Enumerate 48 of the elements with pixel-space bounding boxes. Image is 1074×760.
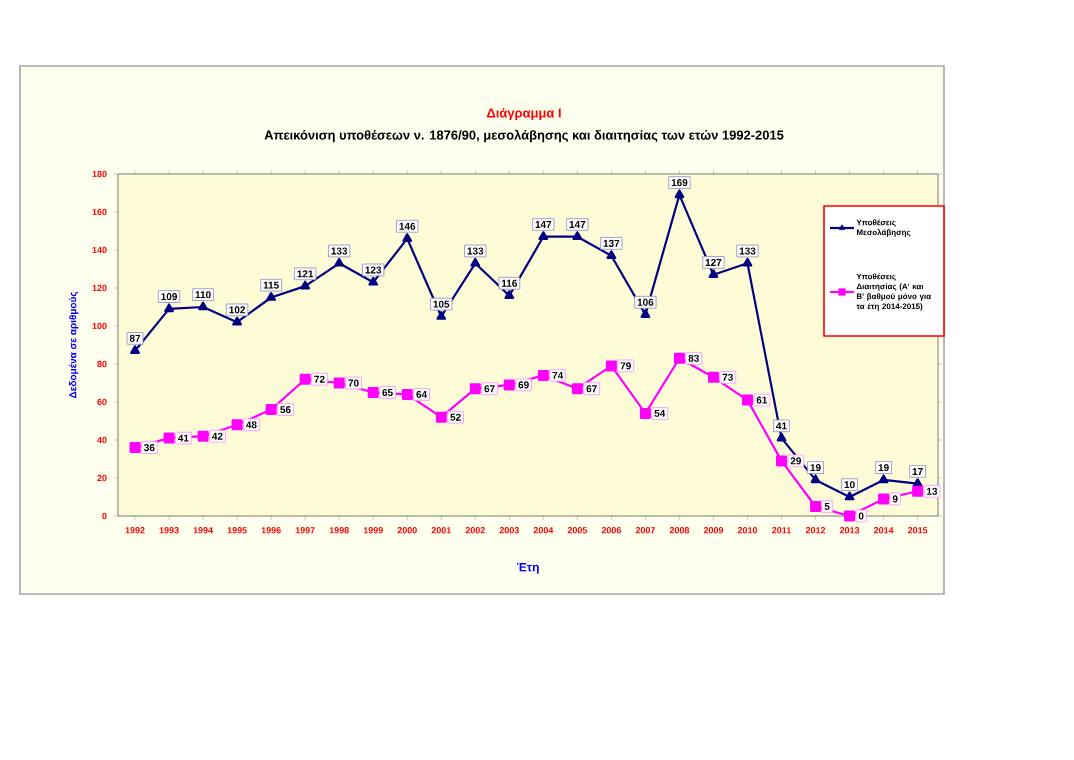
point <box>707 371 719 383</box>
point <box>300 280 311 290</box>
point <box>401 388 413 400</box>
point <box>265 404 277 416</box>
point <box>299 373 311 385</box>
point <box>232 316 242 326</box>
point <box>640 309 651 318</box>
point <box>742 394 753 406</box>
point <box>844 491 855 501</box>
point <box>708 269 719 278</box>
point <box>436 311 447 320</box>
point <box>469 383 481 395</box>
point <box>912 478 923 487</box>
point <box>571 383 583 395</box>
point <box>503 379 515 391</box>
point <box>674 189 685 199</box>
point <box>776 432 787 442</box>
point <box>606 250 617 259</box>
point <box>198 301 208 311</box>
point <box>334 257 345 267</box>
point <box>197 430 209 442</box>
point <box>639 407 651 419</box>
point <box>537 369 549 381</box>
point <box>878 493 890 505</box>
point <box>129 442 141 454</box>
point <box>538 231 549 240</box>
point <box>470 257 481 267</box>
point <box>130 345 140 354</box>
point <box>810 474 821 484</box>
point <box>844 510 856 522</box>
point <box>402 233 413 242</box>
point <box>878 474 889 484</box>
point <box>367 387 379 398</box>
point <box>231 419 243 431</box>
point <box>912 485 924 497</box>
point <box>810 501 822 512</box>
point <box>673 352 685 364</box>
point <box>776 455 787 467</box>
point <box>266 292 277 301</box>
point <box>504 290 515 299</box>
point <box>742 257 753 267</box>
point <box>163 432 175 444</box>
point <box>605 360 617 372</box>
point <box>368 276 379 286</box>
point <box>572 231 583 240</box>
point <box>435 411 447 423</box>
point <box>333 377 345 389</box>
point <box>164 303 174 313</box>
